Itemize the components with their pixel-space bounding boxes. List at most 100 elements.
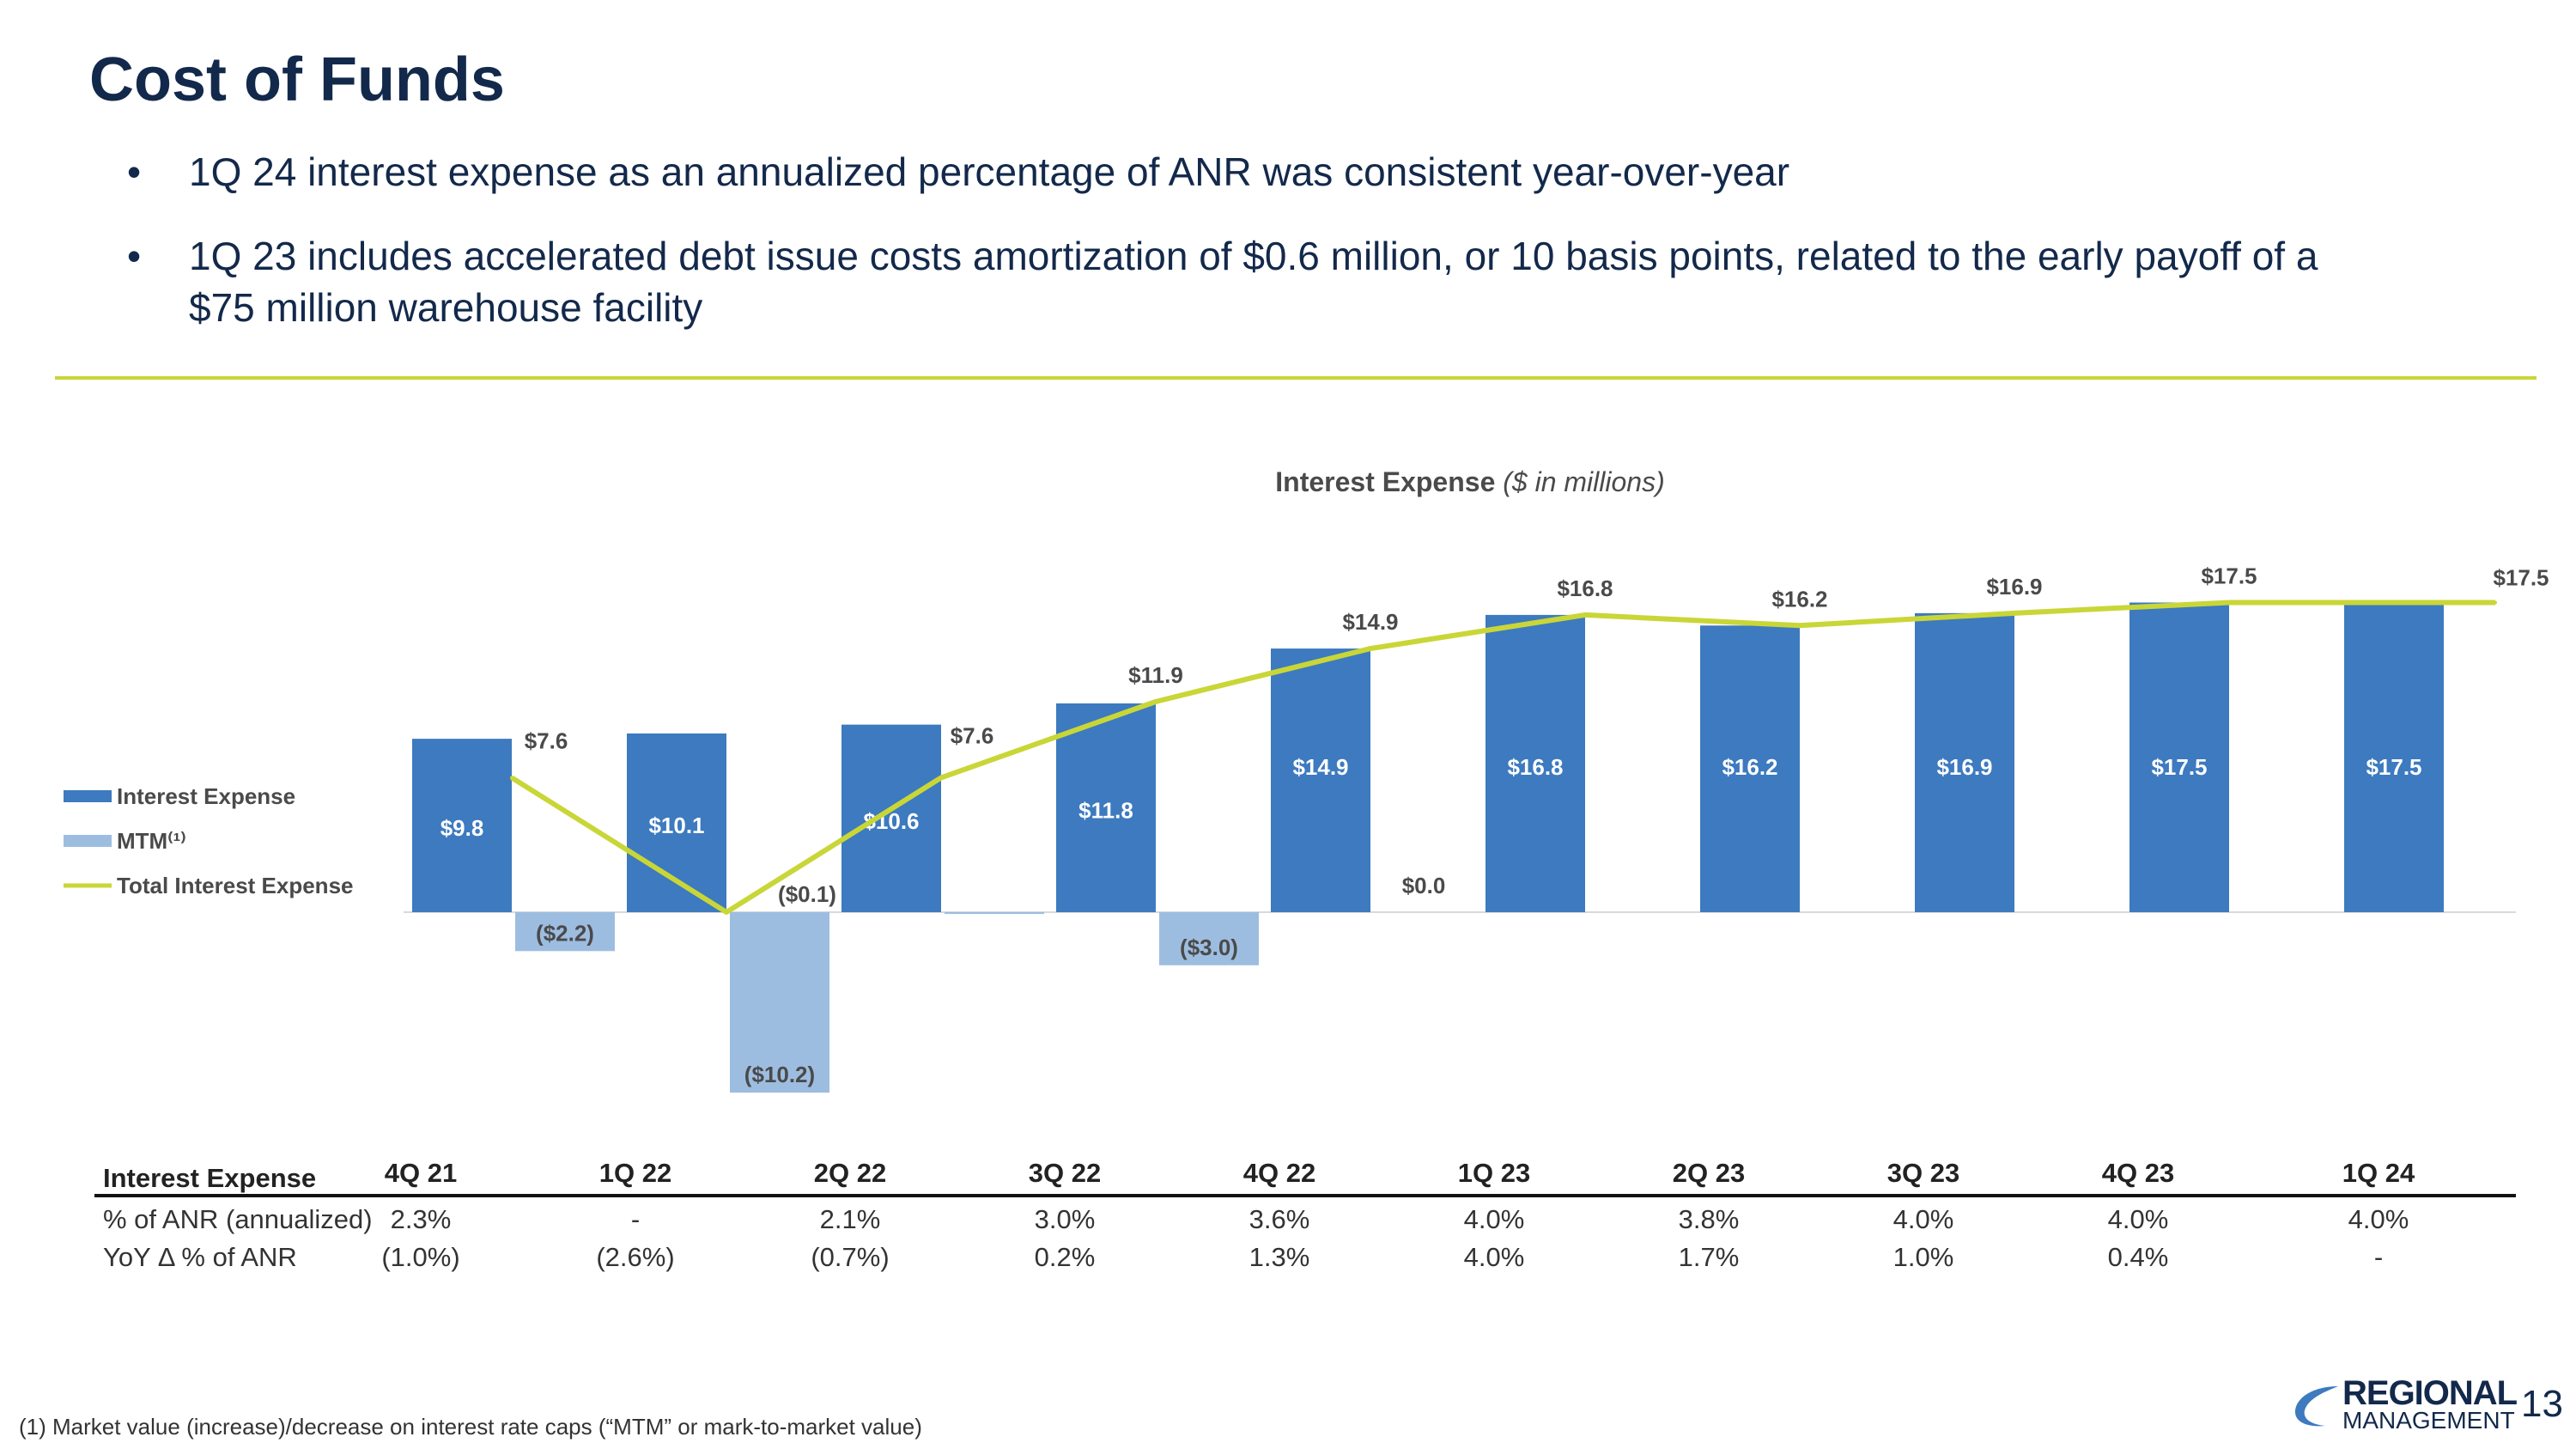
table-cell: 2.1%	[819, 1204, 881, 1234]
company-logo: REGIONAL MANAGEMENT	[2291, 1374, 2518, 1434]
table-cell: (1.0%)	[381, 1242, 460, 1272]
table-header-cell: 2Q 23	[1672, 1158, 1746, 1188]
bullet-item: • 1Q 23 includes accelerated debt issue c…	[120, 230, 2370, 333]
footnote: (1) Market value (increase)/decrease on …	[19, 1414, 922, 1440]
interest-expense-bar	[1485, 614, 1585, 912]
logo-line2: MANAGEMENT	[2342, 1407, 2515, 1434]
total-interest-expense-point	[1154, 699, 1157, 703]
table-cell: 0.2%	[1034, 1242, 1096, 1272]
bullet-dot-icon: •	[127, 234, 142, 278]
table-header-cell: 3Q 23	[1886, 1158, 1960, 1188]
total-interest-expense-point	[1583, 612, 1587, 617]
legend-swatch-mtm	[64, 835, 112, 847]
table-header-cell: 4Q 23	[2101, 1158, 2175, 1188]
table-row-label: YoY Δ % of ANR	[103, 1242, 297, 1272]
table-cell: 4.0%	[1463, 1204, 1525, 1234]
table-cell: 4.0%	[1463, 1242, 1525, 1272]
interest-expense-bar	[2344, 602, 2444, 912]
mtm-bar	[1159, 912, 1259, 965]
table-cell: 3.0%	[1034, 1204, 1096, 1234]
table-row-label: % of ANR (annualized)	[103, 1204, 373, 1234]
total-interest-expense-label: $14.9	[1342, 609, 1398, 635]
interest-expense-bar-label: $16.9	[1936, 754, 1992, 780]
metrics-table: Interest Expense 4Q 21 1Q 22 2Q 22 3Q 22 4Q …	[94, 1151, 2516, 1273]
table-cell: 0.4%	[2107, 1242, 2169, 1272]
interest-expense-bar	[1915, 612, 2014, 912]
interest-expense-bar	[412, 739, 512, 912]
interest-expense-bar	[2129, 602, 2229, 912]
table-cell: 1.7%	[1678, 1242, 1740, 1272]
chart-title-italic: ($ in millions)	[1503, 466, 1664, 497]
mtm-bar-label: ($0.1)	[778, 881, 836, 907]
page-number: 13	[2521, 1383, 2563, 1425]
total-interest-expense-label: $7.6	[951, 722, 994, 748]
interest-expense-bar-label: $10.1	[648, 813, 704, 838]
divider	[55, 376, 2537, 380]
table-cell: 2.3%	[390, 1204, 452, 1234]
total-interest-expense-label: $16.8	[1557, 575, 1613, 601]
table-header-cell: 4Q 22	[1242, 1158, 1316, 1188]
table-header-cell: 1Q 22	[598, 1158, 672, 1188]
bullet-item: • 1Q 24 interest expense as an annualized…	[120, 146, 2370, 198]
table-cell: 1.3%	[1249, 1242, 1310, 1272]
total-interest-expense-point	[939, 776, 943, 780]
total-interest-expense-point	[510, 776, 513, 780]
interest-expense-bar-label: $17.5	[2151, 754, 2207, 780]
logo-line1: REGIONAL	[2342, 1374, 2518, 1412]
interest-expense-bar-label: $14.9	[1292, 754, 1348, 780]
total-interest-expense-line	[510, 600, 2495, 915]
table-row: YoY Δ % of ANR (1.0%) (2.6%) (0.7%) 0.2% 1.3…	[94, 1235, 2516, 1273]
interest-expense-bar-label: $16.8	[1507, 754, 1563, 780]
total-interest-expense-label: $17.5	[2201, 563, 2257, 589]
page-title: Cost of Funds	[89, 46, 505, 114]
legend-label-total: Total Interest Expense	[117, 873, 354, 898]
total-interest-expense-label: $11.9	[1128, 662, 1183, 688]
total-interest-expense-point	[2013, 611, 2016, 615]
total-interest-expense-label: $7.6	[525, 728, 568, 753]
mtm-bar	[515, 912, 615, 952]
interest-expense-bar-label: $17.5	[2366, 754, 2421, 780]
total-interest-expense-label: $16.9	[1986, 574, 2042, 600]
mtm-bar	[730, 912, 829, 1093]
interest-expense-chart: Interest Expense ($ in millions) $9.8 ($2.…	[64, 466, 2549, 1093]
interest-expense-bar-label: $9.8	[440, 815, 484, 841]
mtm-bar	[945, 912, 1044, 915]
table-header-label: Interest Expense	[103, 1163, 317, 1193]
legend-label-mtm: MTM⁽¹⁾	[117, 828, 186, 854]
table-header-cell: 1Q 24	[2342, 1158, 2415, 1188]
table-row: % of ANR (annualized) 2.3% - 2.1% 3.0% 3.6% 4…	[94, 1197, 2516, 1235]
mtm-bar-label: ($3.0)	[1180, 935, 1238, 960]
interest-expense-bar	[1700, 625, 1800, 912]
interest-expense-bar-label: $11.8	[1078, 797, 1133, 823]
table-cell: 4.0%	[1893, 1204, 1954, 1234]
chart-title-bold: Interest Expense	[1275, 466, 1503, 497]
table-cell: 3.8%	[1678, 1204, 1740, 1234]
total-interest-expense-point	[2494, 600, 2497, 605]
interest-expense-bar	[841, 724, 941, 912]
bullet-list: • 1Q 24 interest expense as an annualized…	[120, 146, 2370, 366]
interest-expense-bar	[1271, 648, 1370, 912]
mtm-bar-label: $0.0	[1402, 873, 1446, 898]
total-interest-expense-point	[2227, 600, 2231, 605]
table-cell: 3.6%	[1249, 1204, 1310, 1234]
bullet-text: 1Q 23 includes accelerated debt issue co…	[189, 234, 2318, 330]
table-header-cell: 1Q 23	[1457, 1158, 1531, 1188]
table-cell: (2.6%)	[596, 1242, 675, 1272]
total-interest-expense-point	[1798, 624, 1801, 628]
logo-swoosh-icon	[2295, 1386, 2338, 1427]
table-header-row: Interest Expense 4Q 21 1Q 22 2Q 22 3Q 22 4Q …	[94, 1151, 2516, 1197]
table-cell: -	[630, 1204, 641, 1234]
table-header-cell: 3Q 22	[1028, 1158, 1102, 1188]
legend-swatch-interest-expense	[64, 790, 112, 802]
mtm-bar-label: ($2.2)	[536, 920, 594, 946]
total-interest-expense-label: $17.5	[2493, 565, 2549, 591]
bullet-text: 1Q 24 interest expense as an annualized …	[189, 149, 1790, 194]
table-cell: 4.0%	[2348, 1204, 2409, 1234]
table-header-cell: 4Q 21	[384, 1158, 458, 1188]
bullet-dot-icon: •	[127, 149, 142, 194]
table-cell: 1.0%	[1893, 1242, 1954, 1272]
legend-label-interest-expense: Interest Expense	[117, 783, 295, 809]
mtm-bar-label: ($10.2)	[744, 1062, 815, 1087]
interest-expense-bar-label: $16.2	[1722, 754, 1777, 780]
chart-title: Interest Expense ($ in millions)	[1275, 466, 1664, 497]
